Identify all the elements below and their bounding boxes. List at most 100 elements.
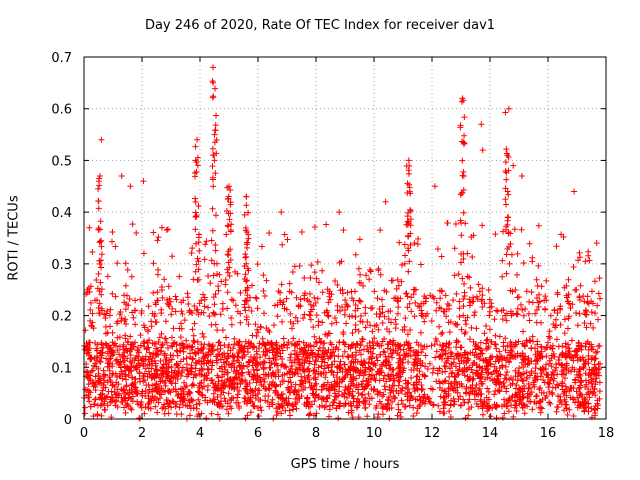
x-tick-label: 18 — [598, 426, 615, 441]
data-point — [528, 345, 535, 352]
data-point — [503, 176, 510, 183]
data-point — [209, 145, 216, 152]
data-point — [561, 316, 568, 323]
data-point — [267, 364, 274, 371]
data-point — [595, 290, 602, 297]
data-point — [576, 310, 583, 317]
data-point — [413, 373, 420, 380]
data-point — [550, 350, 557, 357]
data-point — [248, 282, 255, 289]
data-point — [504, 217, 511, 224]
data-point — [132, 297, 139, 304]
data-point — [364, 318, 371, 325]
data-point — [130, 314, 137, 321]
data-point — [418, 349, 425, 356]
data-point — [225, 410, 232, 417]
data-point — [287, 354, 294, 361]
data-point — [341, 361, 348, 368]
data-point — [234, 391, 241, 398]
data-point — [571, 188, 578, 195]
data-point — [408, 308, 415, 315]
data-point — [406, 181, 413, 188]
data-point — [538, 283, 545, 290]
data-point — [439, 329, 446, 336]
data-point — [109, 238, 116, 245]
data-point — [596, 365, 603, 372]
data-point — [378, 296, 385, 303]
data-point — [487, 413, 494, 420]
data-point — [127, 183, 134, 190]
data-point — [278, 362, 285, 369]
data-point — [106, 367, 113, 374]
data-point — [518, 399, 525, 406]
data-point — [457, 402, 464, 409]
data-point — [122, 320, 129, 327]
data-point — [199, 392, 206, 399]
data-point — [393, 285, 400, 292]
x-tick-label: 2 — [138, 426, 146, 441]
data-point — [109, 290, 116, 297]
data-point — [211, 301, 218, 308]
data-point — [533, 357, 540, 364]
data-point — [176, 404, 183, 411]
data-point — [230, 297, 237, 304]
data-point — [591, 278, 598, 285]
data-point — [483, 323, 490, 330]
data-point — [496, 333, 503, 340]
data-point — [258, 407, 265, 414]
data-point — [408, 374, 415, 381]
data-point — [446, 373, 453, 380]
data-point — [408, 294, 415, 301]
data-point — [459, 172, 466, 179]
data-point — [357, 367, 364, 374]
data-point — [452, 220, 459, 227]
data-point — [466, 274, 473, 281]
data-point — [340, 227, 347, 234]
data-point — [102, 340, 109, 347]
data-point — [492, 341, 499, 348]
data-point — [205, 273, 212, 280]
data-point — [549, 391, 556, 398]
data-point — [312, 357, 319, 364]
data-point — [209, 205, 216, 212]
data-point — [381, 335, 388, 342]
data-point — [491, 391, 498, 398]
data-point — [493, 414, 500, 421]
data-point — [333, 319, 340, 326]
data-point — [313, 312, 320, 319]
data-point — [557, 321, 564, 328]
data-point — [178, 308, 185, 315]
data-point — [311, 367, 318, 374]
data-point — [451, 272, 458, 279]
data-point — [461, 372, 468, 379]
data-point — [373, 354, 380, 361]
data-point — [168, 356, 175, 363]
data-point — [252, 294, 259, 301]
data-point — [486, 296, 493, 303]
data-point — [88, 368, 95, 375]
data-point — [153, 396, 160, 403]
data-point — [463, 321, 470, 328]
data-point — [212, 242, 219, 249]
data-point — [96, 182, 103, 189]
data-point — [203, 415, 210, 422]
data-point — [433, 299, 440, 306]
data-point — [374, 357, 381, 364]
data-point — [136, 369, 143, 376]
data-point — [177, 334, 184, 341]
data-point — [189, 381, 196, 388]
data-point — [450, 401, 457, 408]
data-point — [141, 410, 148, 417]
data-point — [442, 292, 449, 299]
data-point — [384, 357, 391, 364]
data-point — [437, 393, 444, 400]
data-point — [87, 299, 94, 306]
data-point — [280, 335, 287, 342]
data-point — [271, 361, 278, 368]
data-point — [190, 332, 197, 339]
data-point — [242, 307, 249, 314]
y-tick-label: 0.3 — [51, 258, 72, 273]
data-point — [476, 385, 483, 392]
data-point — [362, 304, 369, 311]
data-point — [366, 401, 373, 408]
